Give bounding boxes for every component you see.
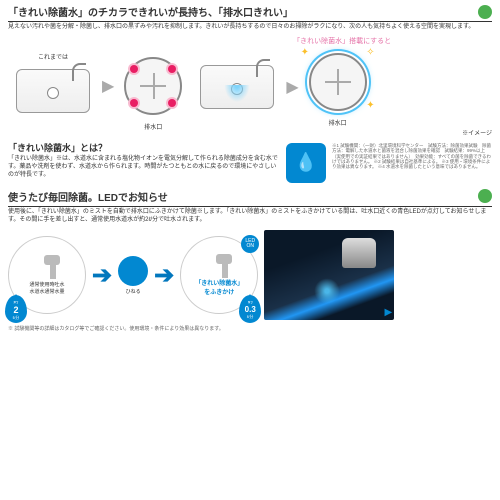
flow-step-1: 通常使用時吐水 水道水通常水量 約 2 ℓ/分 xyxy=(8,236,86,314)
step2-cyan: 「きれい除菌水」 をふきかけ xyxy=(195,278,243,296)
after-caption: 「きれい除菌水」搭載にすると xyxy=(192,36,492,46)
step1-label: 通常使用時吐水 水道水通常水量 xyxy=(29,281,64,295)
arrow-icon-2: ▶ xyxy=(286,77,298,97)
dirty-drain xyxy=(118,51,188,121)
image-note: ※イメージ xyxy=(192,128,492,137)
section2-subtext: 使用後に、「きれい除菌水」のミストを自動で排水口にふきかけて除菌※します。「きれ… xyxy=(8,209,492,225)
arrow-icon: ▶ xyxy=(102,76,114,96)
flow-arrow-1: ➔ xyxy=(92,261,112,290)
product-photo: ▶ xyxy=(264,230,394,320)
section2-headline: 使うたび毎回除菌。LEDでお知らせ xyxy=(8,189,168,204)
footnote: ※ 試験機関等の詳細はカタログ等でご確認ください。使用環境・条件により効果は異な… xyxy=(8,326,492,333)
eco-icon xyxy=(478,5,492,19)
flow-mid: ひねる xyxy=(118,256,148,295)
flow-step-2: LED ON 「きれい除菌水」 をふきかけ 約 0.3 ℓ/分 xyxy=(180,236,258,314)
drain-label-2: 排水口 xyxy=(303,118,373,127)
infobox-title: 「きれい除菌水」とは？ xyxy=(8,143,280,155)
drain-label-1: 排水口 xyxy=(118,122,188,131)
infobox-text: 「きれい除菌水」※は、水道水に含まれる塩化物イオンを電気分解して作られる除菌成分… xyxy=(8,156,278,178)
flow-arrow-2: ➔ xyxy=(154,261,174,290)
sink-after xyxy=(192,57,282,117)
sink-before xyxy=(8,61,98,121)
drop-badge-icon: 💧 xyxy=(286,143,326,183)
infobox: 「きれい除菌水」とは？ 「きれい除菌水」※は、水道水に含まれる塩化物イオンを電気… xyxy=(8,143,492,183)
led-icon: LED ON xyxy=(241,235,259,253)
eco-icon-2 xyxy=(478,189,492,203)
drop-03l: 約 0.3 ℓ/分 xyxy=(239,295,261,323)
fineprint: ※1 試験機関：（一財）北里環境科学センター 試験方法：除菌効果試験 除菌方法：… xyxy=(332,143,492,170)
flow-diagram: 通常使用時吐水 水道水通常水量 約 2 ℓ/分 ➔ ひねる ➔ LED ON 「… xyxy=(8,230,492,320)
drop-2l: 約 2 ℓ/分 xyxy=(5,295,27,323)
before-caption: これまでは xyxy=(8,52,98,61)
section1-subtext: 見えない汚れや菌を分解・除菌し、排水口の黒ずみや汚れを抑制します。きれいが長持ち… xyxy=(8,24,492,32)
section1-headline: 「きれい除菌水」のチカラできれいが長持ち、「排水口きれい」 xyxy=(8,4,293,19)
clean-drain: ✦ ✧ ✦ xyxy=(303,47,373,117)
comparison-row: これまでは ▶ 排水口 「きれい除菌水」搭載にすると xyxy=(8,36,492,137)
